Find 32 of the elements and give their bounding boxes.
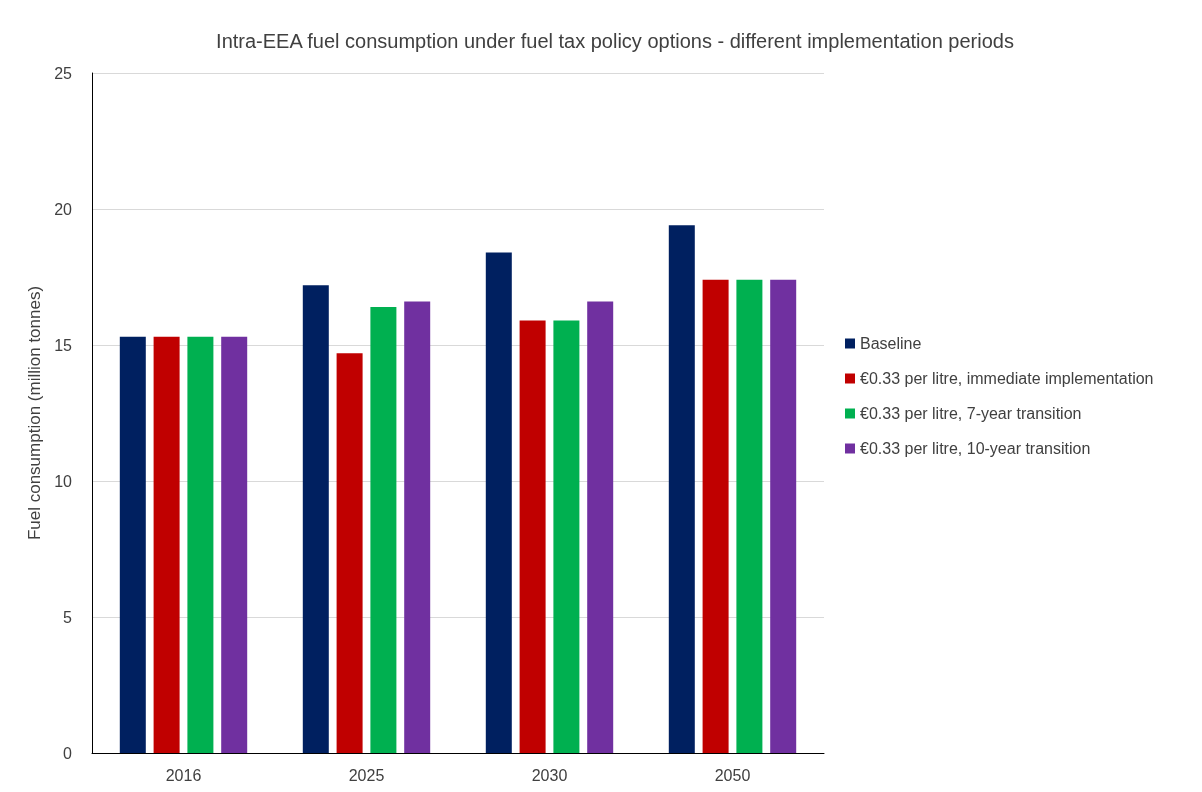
- bar: [553, 320, 580, 753]
- bar: [153, 336, 180, 753]
- bar: [302, 285, 329, 753]
- bar: [221, 336, 248, 753]
- bar: [370, 306, 397, 753]
- bar: [187, 336, 214, 753]
- x-tick-label: 2050: [714, 766, 751, 784]
- bar: [770, 279, 797, 753]
- y-axis-title: Fuel consumption (million tonnes): [25, 285, 45, 541]
- y-tick-label: 10: [54, 472, 73, 490]
- bar: [702, 279, 729, 753]
- legend-label: Baseline: [860, 335, 922, 352]
- legend-label: €0.33 per litre, immediate implementation: [860, 370, 1154, 387]
- chart-title: Intra-EEA fuel consumption under fuel tax policy options - different implementation periods: [216, 30, 1014, 52]
- x-tick-label: 2030: [531, 766, 568, 784]
- y-tick-label: 5: [63, 608, 73, 626]
- bar: [519, 320, 546, 753]
- y-tick-label: 15: [54, 336, 73, 354]
- x-tick-label: 2016: [165, 766, 202, 784]
- legend-label: €0.33 per litre, 7-year transition: [860, 405, 1082, 422]
- bar: [119, 336, 146, 753]
- y-tick-label: 20: [54, 200, 73, 218]
- bar: [485, 252, 512, 753]
- bar: [587, 301, 614, 753]
- bar: [404, 301, 431, 753]
- bar: [336, 353, 363, 753]
- x-tick-label: 2025: [348, 766, 385, 784]
- bar: [736, 279, 763, 753]
- y-tick-label: 25: [54, 64, 73, 82]
- legend-label: €0.33 per litre, 10-year transition: [860, 440, 1091, 457]
- y-tick-label: 0: [63, 744, 73, 762]
- bar: [668, 225, 695, 753]
